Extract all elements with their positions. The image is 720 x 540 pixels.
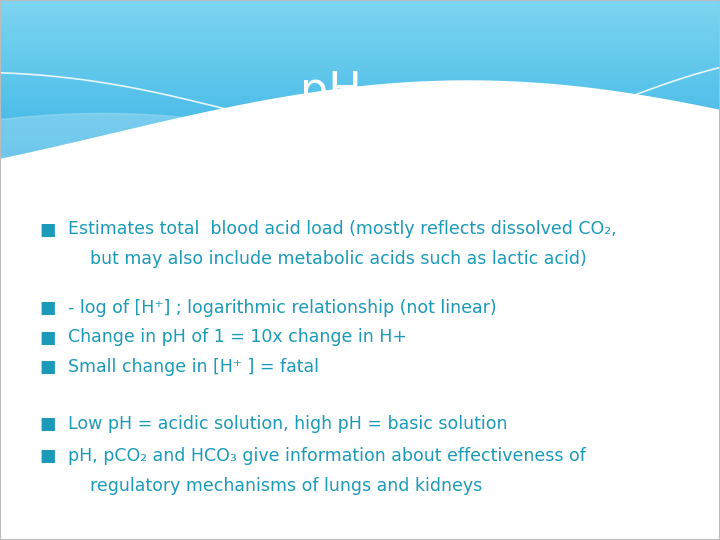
Bar: [0, 156, 720, 159]
Bar: [0, 5, 720, 8]
Text: Low pH = acidic solution, high pH = basic solution: Low pH = acidic solution, high pH = basi…: [68, 415, 508, 433]
Bar: [0, 33, 720, 36]
Bar: [0, 36, 720, 38]
Bar: [0, 99, 720, 103]
Bar: [0, 25, 720, 28]
Text: Estimates total  blood acid load (mostly reflects dissolved CO₂,: Estimates total blood acid load (mostly …: [68, 220, 617, 239]
Bar: [0, 117, 720, 120]
Bar: [0, 153, 720, 157]
Bar: [0, 184, 720, 187]
Text: Small change in [H⁺ ] = fatal: Small change in [H⁺ ] = fatal: [68, 358, 320, 376]
Bar: [0, 89, 720, 92]
Bar: [0, 159, 720, 161]
Bar: [0, 123, 720, 126]
Bar: [0, 20, 720, 23]
Bar: [0, 15, 720, 18]
Bar: [0, 197, 720, 200]
Text: Change in pH of 1 = 10x change in H+: Change in pH of 1 = 10x change in H+: [68, 328, 408, 347]
Text: ■: ■: [40, 299, 56, 317]
Bar: [0, 179, 720, 182]
Bar: [0, 187, 720, 190]
Bar: [0, 69, 720, 72]
Bar: [0, 10, 720, 13]
Bar: [0, 166, 720, 170]
Bar: [0, 146, 720, 148]
Text: ■: ■: [40, 328, 56, 347]
Bar: [0, 143, 720, 146]
Bar: [0, 112, 720, 116]
Bar: [0, 200, 720, 202]
Bar: [0, 38, 720, 41]
Bar: [0, 194, 720, 198]
Bar: [0, 43, 720, 46]
Bar: [0, 164, 720, 167]
Bar: [0, 168, 720, 172]
Bar: [0, 138, 720, 141]
Text: ■: ■: [40, 415, 56, 433]
Bar: [0, 94, 720, 97]
Bar: [0, 53, 720, 56]
Bar: [0, 110, 720, 113]
Bar: [0, 136, 720, 138]
Bar: [0, 0, 720, 3]
Bar: [0, 7, 720, 10]
Bar: [0, 76, 720, 79]
Bar: [0, 181, 720, 185]
Bar: [0, 30, 720, 33]
Bar: [0, 190, 720, 192]
Text: pH, pCO₂ and HCO₃ give information about effectiveness of: pH, pCO₂ and HCO₃ give information about…: [68, 447, 586, 465]
Bar: [0, 40, 720, 44]
Bar: [0, 2, 720, 5]
Text: ■: ■: [40, 358, 56, 376]
Bar: [0, 148, 720, 151]
Bar: [0, 28, 720, 31]
Bar: [0, 97, 720, 100]
Bar: [0, 58, 720, 62]
Bar: [0, 17, 720, 21]
Bar: [0, 23, 720, 25]
Bar: [0, 71, 720, 75]
Bar: [0, 115, 720, 118]
Bar: [0, 130, 720, 133]
Bar: [0, 105, 720, 108]
Bar: [0, 120, 720, 123]
Bar: [0, 102, 720, 105]
Bar: [0, 82, 720, 85]
Bar: [0, 66, 720, 69]
Bar: [0, 125, 720, 128]
Bar: [0, 151, 720, 154]
Bar: [0, 61, 720, 64]
Bar: [0, 107, 720, 110]
Bar: [0, 161, 720, 164]
Bar: [0, 79, 720, 82]
Bar: [0, 133, 720, 136]
Text: ■: ■: [40, 220, 56, 239]
Bar: [0, 140, 720, 144]
Text: ■: ■: [40, 447, 56, 465]
Bar: [0, 177, 720, 179]
Bar: [0, 48, 720, 51]
Bar: [0, 92, 720, 95]
Bar: [0, 84, 720, 87]
Bar: [0, 45, 720, 49]
Text: pH: pH: [300, 70, 362, 113]
Bar: [0, 202, 720, 205]
Bar: [0, 174, 720, 177]
Bar: [0, 12, 720, 15]
Text: - log of [H⁺] ; logarithmic relationship (not linear): - log of [H⁺] ; logarithmic relationship…: [68, 299, 497, 317]
Text: but may also include metabolic acids such as lactic acid): but may also include metabolic acids suc…: [68, 250, 587, 268]
Bar: [0, 192, 720, 195]
Bar: [0, 56, 720, 59]
Text: regulatory mechanisms of lungs and kidneys: regulatory mechanisms of lungs and kidne…: [68, 477, 482, 495]
Bar: [0, 74, 720, 77]
Bar: [0, 51, 720, 54]
Bar: [0, 128, 720, 131]
Bar: [0, 171, 720, 174]
Bar: [0, 64, 720, 66]
Bar: [0, 86, 720, 90]
